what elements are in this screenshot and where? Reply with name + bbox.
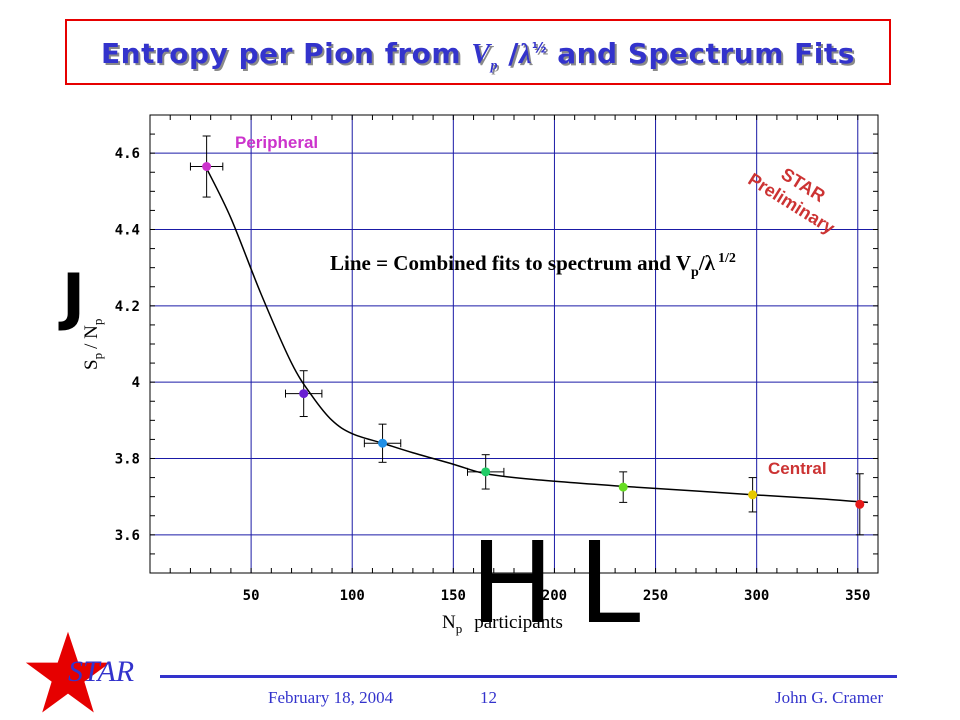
fit-note-slash: / (698, 251, 706, 275)
fit-note-power: 1/2 (718, 251, 736, 266)
y-axis-label-text: Sp/ Np (81, 319, 105, 370)
overlay-glyph-j: J (58, 260, 85, 333)
title-slash: / (498, 37, 520, 70)
footer-page-number: 12 (480, 688, 497, 707)
x-tick-label: 300 (744, 588, 769, 604)
star-logo-text: STAR (68, 655, 135, 688)
title-box: Entropy per Pion from Vp /λ½ and Spectru… (65, 19, 891, 85)
footer-author: John G. Cramer (775, 688, 884, 707)
x-tick-label: 350 (845, 588, 870, 604)
fit-note-sub: p (691, 265, 699, 280)
overlay-glyph-h: H (470, 519, 554, 649)
xlabel-sub: p (456, 621, 463, 636)
title-suffix: and Spectrum Fits (546, 37, 855, 70)
data-point (466, 454, 505, 490)
fit-note-text: Line = Combined fits to spectrum and V (330, 251, 691, 275)
title-subscript: p (490, 58, 499, 74)
y-tick-label: 3.6 (115, 528, 140, 544)
y-axis-label: Sp/ Np (81, 319, 105, 370)
central-label: Central (768, 459, 827, 478)
star-logo-icon (25, 631, 111, 713)
ylabel-sub: p (90, 353, 105, 360)
ylabel-sub2: p (90, 319, 105, 326)
fit-note-lambda: λ (705, 251, 716, 275)
data-point (618, 471, 628, 503)
title-symbol: V (471, 39, 491, 70)
data-point-marker (855, 499, 865, 509)
data-point (363, 423, 402, 463)
data-point-marker (748, 490, 758, 500)
data-point-marker (618, 482, 628, 492)
title-power: ½ (531, 40, 547, 57)
y-tick-label: 4.6 (115, 146, 140, 162)
y-tick-label: 4.4 (115, 223, 140, 239)
data-point-marker (202, 162, 212, 172)
footer-date: February 18, 2004 (268, 688, 394, 707)
fit-note: Line = Combined fits to spectrum and Vp/… (330, 251, 736, 280)
footer-rule (160, 675, 897, 678)
star-preliminary-stamp: STAR Preliminary (745, 164, 839, 238)
data-point-marker (299, 389, 309, 399)
x-tick-label: 250 (643, 588, 668, 604)
fit-line (205, 168, 868, 504)
title-prefix: Entropy per Pion from (101, 37, 472, 70)
x-tick-label: 200 (542, 588, 567, 604)
x-axis-label: Np participants (442, 612, 563, 636)
ylabel-main: S (81, 359, 102, 370)
peripheral-label: Peripheral (235, 133, 318, 152)
overlay-glyph-l: L (578, 519, 640, 649)
x-tick-labels: 50 100 150 200 250 300 350 (243, 588, 871, 604)
data-point-marker (481, 467, 491, 477)
data-points (189, 135, 865, 536)
y-tick-label: 3.8 (115, 452, 140, 468)
x-tick-label: 50 (243, 588, 260, 604)
star-shape (25, 631, 111, 713)
data-point-marker (378, 438, 388, 448)
tick-marks (150, 115, 878, 573)
data-point (284, 370, 323, 418)
ylabel-rest: / N (81, 325, 102, 349)
xlabel-main: N (442, 612, 456, 633)
title-lambda: λ (519, 39, 532, 70)
slide-title: Entropy per Pion from Vp /λ½ and Spectru… (67, 37, 889, 75)
y-tick-label: 4.2 (115, 299, 140, 315)
data-point (748, 477, 758, 513)
x-tick-label: 150 (441, 588, 466, 604)
x-tick-label: 100 (340, 588, 365, 604)
data-point (855, 473, 865, 536)
xlabel-rest: participants (474, 612, 563, 633)
data-point (189, 135, 224, 198)
y-tick-label: 4 (132, 375, 140, 391)
y-tick-labels: 3.6 3.8 4 4.2 4.4 4.6 (115, 146, 140, 544)
